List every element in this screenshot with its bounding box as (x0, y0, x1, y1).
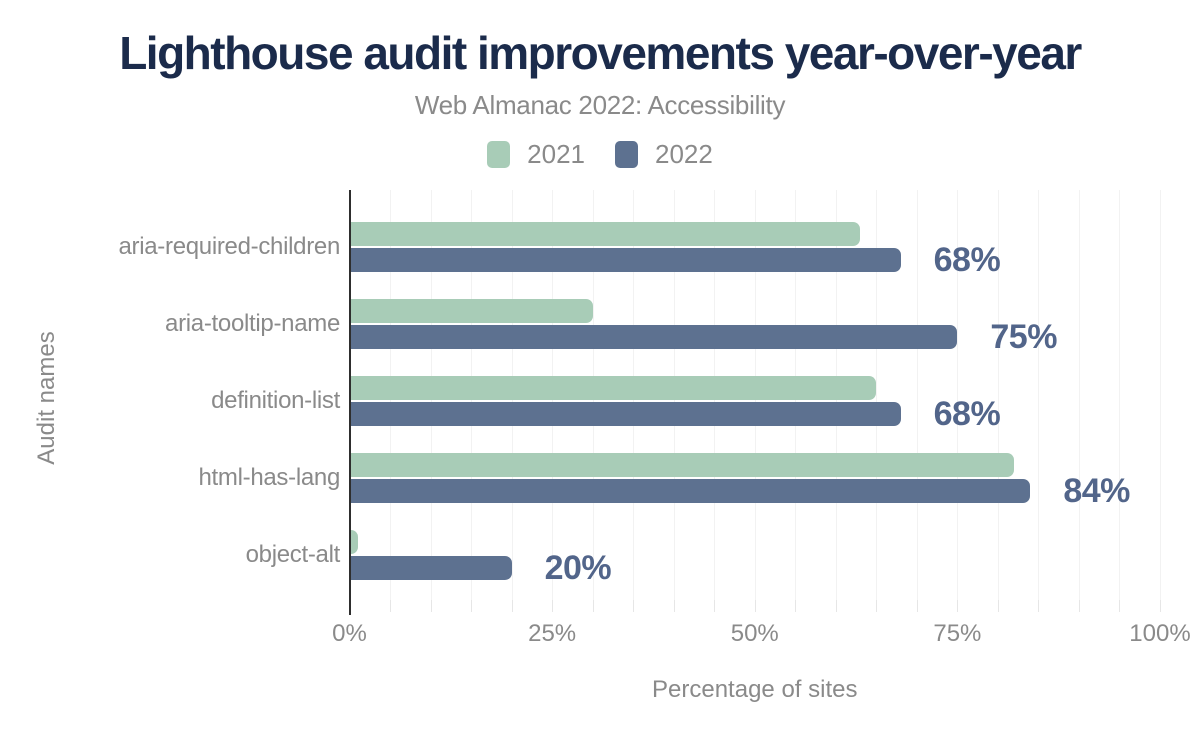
category-label-object-alt: object-alt (245, 541, 341, 569)
axis-tick (876, 600, 878, 612)
data-label-aria-required-children: 68% (933, 241, 1001, 279)
gridline (1119, 190, 1121, 600)
axis-tick (835, 600, 837, 612)
axis-tick (592, 600, 594, 612)
category-label-definition-list: definition-list (211, 387, 340, 415)
data-label-definition-list: 68% (933, 395, 1001, 434)
bar-2022-aria-required-children (350, 248, 901, 272)
category-label-html-has-lang: html-has-lang (198, 464, 341, 492)
axis-tick (916, 600, 918, 612)
axis-tick (1078, 600, 1080, 612)
bar-2022-object-alt (350, 556, 512, 581)
axis-tick (754, 600, 756, 612)
gridline (1038, 190, 1040, 600)
data-label-object-alt: 20% (544, 549, 612, 588)
legend-swatch-2022 (615, 140, 638, 168)
bar-2022-definition-list (350, 402, 901, 427)
axis-tick (390, 600, 392, 612)
category-label-aria-tooltip-name: aria-tooltip-name (165, 310, 340, 338)
legend-swatch-2021 (487, 140, 511, 168)
axis-tick (1119, 600, 1121, 612)
gridline (957, 190, 959, 600)
axis-tick (795, 600, 797, 612)
gridline (876, 190, 878, 600)
x-tick-label-100%: 100% (1129, 620, 1191, 647)
legend-label-2022: 2022 (655, 138, 713, 169)
bar-2021-definition-list (350, 376, 877, 401)
axis-tick (957, 600, 959, 612)
gridline (997, 190, 999, 600)
legend-item-2021: 2021 (487, 139, 585, 170)
bar-2021-aria-required-children (350, 222, 861, 246)
axis-tick (552, 600, 554, 612)
chart-subtitle: Web Almanac 2022: Accessibility (414, 90, 786, 120)
axis-tick (633, 600, 635, 612)
axis-tick (673, 600, 675, 612)
y-axis-line (348, 190, 351, 615)
gridline (1160, 190, 1161, 600)
x-tick-label-50%: 50% (730, 620, 779, 647)
bar-2021-html-has-lang (350, 453, 1015, 478)
x-tick-label-75%: 75% (933, 620, 982, 647)
x-tick-label-0%: 0% (332, 620, 367, 647)
bar-2021-aria-tooltip-name (350, 299, 593, 324)
axis-tick (997, 600, 999, 612)
axis-tick (511, 600, 513, 612)
axis-tick (1038, 600, 1040, 612)
legend: 2021 2022 (0, 139, 1200, 169)
bar-2021-object-alt (350, 530, 358, 555)
gridline (916, 190, 918, 600)
data-label-aria-tooltip-name: 75% (990, 318, 1057, 357)
x-tick-label-25%: 25% (528, 620, 577, 647)
chart-title: Lighthouse audit improvements year-over-… (119, 27, 1082, 79)
bar-2022-aria-tooltip-name (350, 325, 958, 350)
axis-tick (471, 600, 473, 612)
gridline (1078, 190, 1080, 600)
y-axis-title: Audit names (33, 331, 60, 465)
axis-tick (430, 600, 432, 612)
bar-2022-html-has-lang (350, 479, 1031, 504)
axis-tick (1160, 600, 1161, 612)
legend-label-2021: 2021 (527, 138, 585, 169)
data-label-html-has-lang: 84% (1063, 472, 1130, 511)
legend-item-2022: 2022 (615, 139, 713, 170)
x-axis-title: Percentage of sites (652, 676, 858, 703)
category-label-aria-required-children: aria-required-children (118, 233, 340, 260)
axis-tick (714, 600, 716, 612)
